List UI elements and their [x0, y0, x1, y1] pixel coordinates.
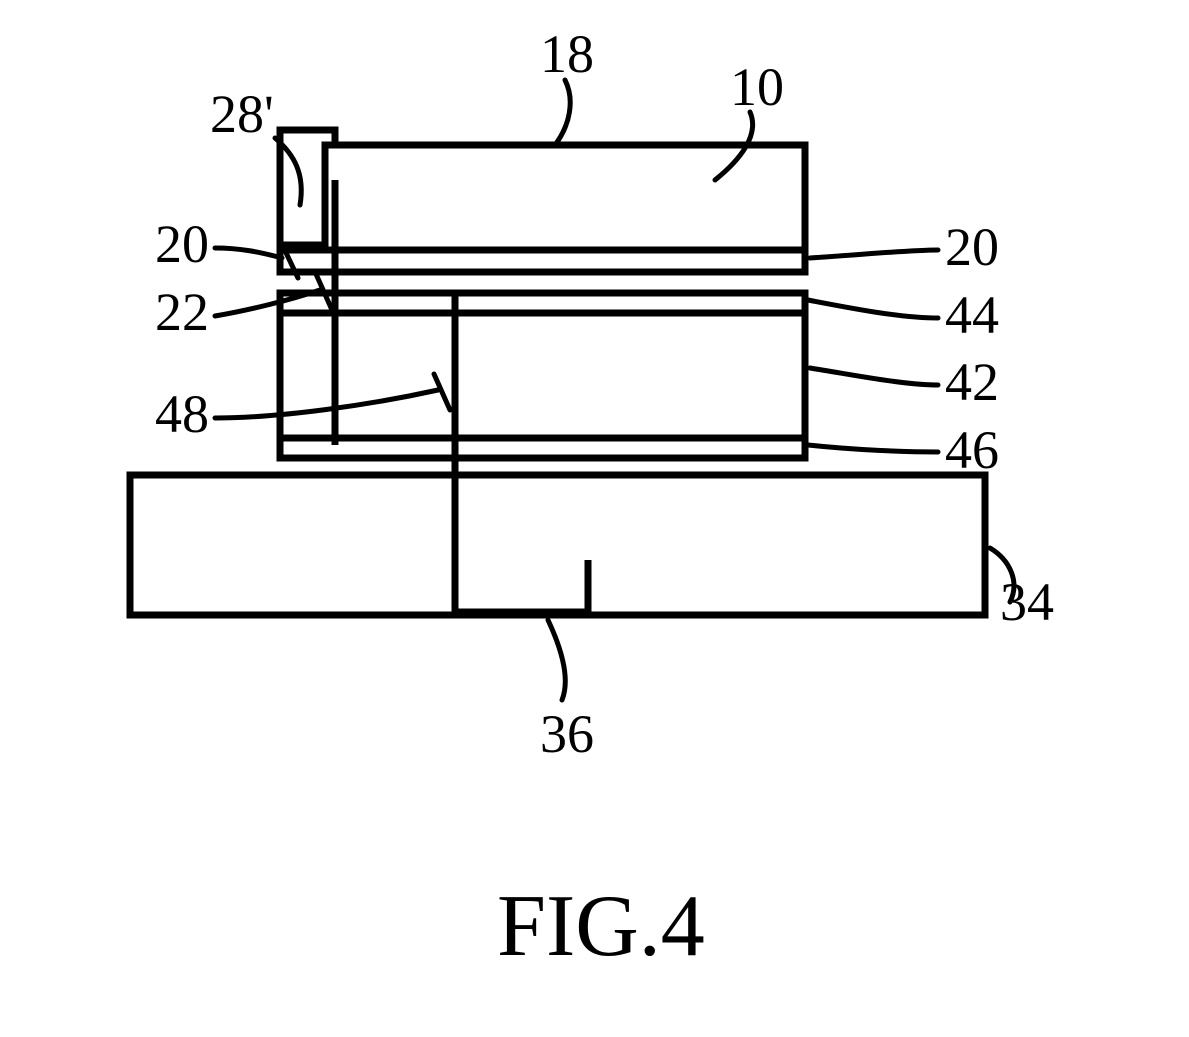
figure-caption: FIG.4: [497, 878, 705, 975]
leader-42: [810, 368, 938, 385]
leader-18: [555, 80, 570, 145]
layer-44: [280, 293, 805, 313]
block-42: [280, 313, 805, 438]
block-34: [130, 475, 985, 615]
label-22: 22: [155, 282, 209, 342]
leader-46: [808, 445, 938, 452]
leader-44: [808, 300, 938, 318]
label-18: 18: [540, 24, 594, 84]
label-20R: 20: [945, 217, 999, 277]
leader-20L: [215, 248, 282, 258]
label-44: 44: [945, 285, 999, 345]
label-42: 42: [945, 352, 999, 412]
label-46: 46: [945, 420, 999, 480]
label-10: 10: [730, 57, 784, 117]
leader-20R: [810, 250, 938, 258]
leader-36: [548, 620, 565, 700]
label-20L: 20: [155, 214, 209, 274]
label-28p: 28': [210, 84, 274, 144]
label-34: 34: [1000, 572, 1054, 632]
label-48: 48: [155, 384, 209, 444]
label-36: 36: [540, 704, 594, 764]
